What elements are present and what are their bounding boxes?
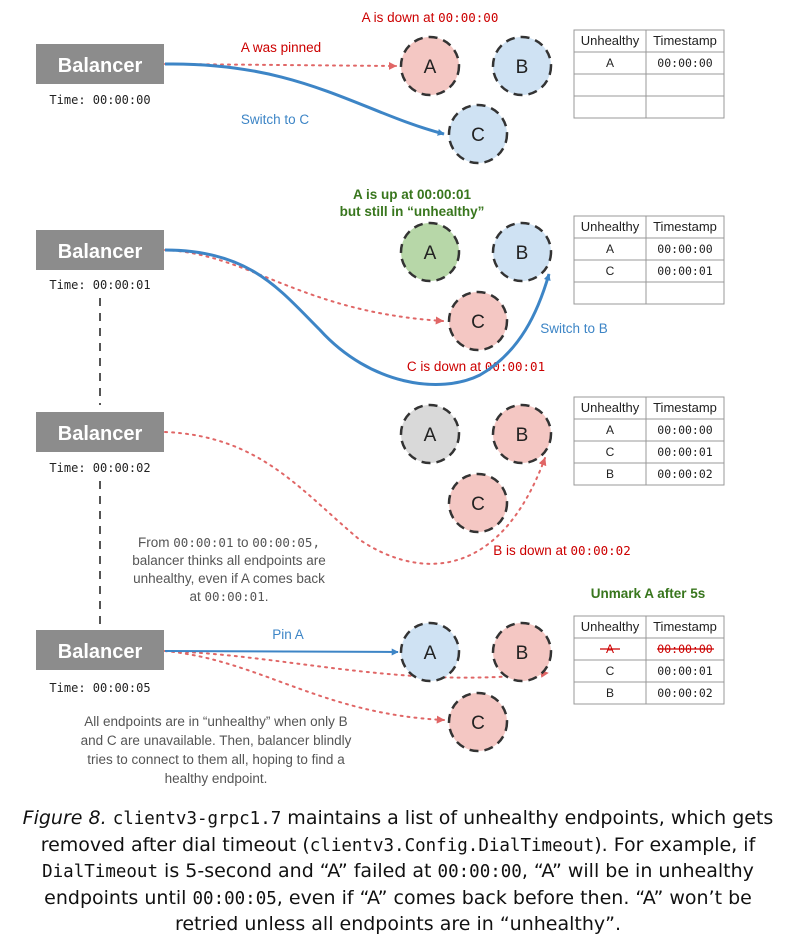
up-note-line2: but still in “unhealthy” (340, 204, 485, 219)
header-unhealthy: Unhealthy (581, 619, 640, 634)
node-c (447, 472, 509, 534)
node-c (447, 103, 509, 165)
svg-text:balancer thinks all endpoints: balancer thinks all endpoints are (132, 553, 326, 568)
node-a (399, 221, 461, 283)
retry-arrow (164, 431, 547, 565)
svg-text:unhealthy, even if A comes bac: unhealthy, even if A comes back (133, 571, 325, 586)
cell-endpoint: C (606, 445, 615, 459)
svg-text:All endpoints are in “unhealth: All endpoints are in “unhealthy” when on… (84, 714, 347, 729)
node-c-label: C (471, 494, 485, 515)
balancer-label: Balancer (58, 55, 143, 77)
time-label: Time: 00:00:00 (49, 93, 150, 107)
unhealthy-table: Unhealthy Timestamp A 00:00:00 C 00:00:0… (573, 215, 725, 305)
unmark-note: Unmark A after 5s (591, 586, 706, 601)
node-b-label: B (516, 425, 529, 446)
header-timestamp: Timestamp (653, 219, 717, 234)
svg-text:at 00:00:01.: at 00:00:01. (190, 589, 269, 604)
event-label: C is down at 00:00:01 (407, 359, 545, 374)
balancer-label: Balancer (58, 641, 143, 663)
panel-1: Balancer Time: 00:00:00 A is down at 00:… (36, 10, 725, 165)
switch-arrow (164, 62, 445, 136)
cell-timestamp: 00:00:00 (657, 242, 712, 256)
panel-4: Balancer Time: 00:00:05 Unmark A after 5… (36, 586, 725, 786)
node-a (399, 35, 461, 97)
switch-label: Switch to C (241, 112, 310, 127)
cell-timestamp: 00:00:00 (657, 56, 712, 70)
node-c (447, 290, 509, 352)
node-b (491, 621, 553, 683)
node-c (447, 691, 509, 753)
node-a-label: A (424, 243, 437, 264)
pinned-label: A was pinned (241, 40, 321, 55)
node-c-label: C (471, 312, 485, 333)
svg-text:From 00:00:01 to 00:00:05,: From 00:00:01 to 00:00:05, (138, 535, 320, 550)
cell-timestamp: 00:00:01 (657, 445, 712, 459)
node-c-label: C (471, 713, 485, 734)
retry-arrow (164, 249, 444, 325)
cell-endpoint: C (606, 664, 615, 678)
cell-endpoint: C (606, 264, 615, 278)
node-a-label: A (424, 57, 437, 78)
node-a (399, 403, 461, 465)
header-timestamp: Timestamp (653, 400, 717, 415)
panel-2: Balancer Time: 00:00:01 A is up at 00:00… (36, 187, 725, 386)
node-b (491, 221, 553, 283)
node-b (491, 35, 553, 97)
figure-number: Figure 8. (22, 807, 107, 829)
header-unhealthy: Unhealthy (581, 33, 640, 48)
pin-arrow (164, 648, 399, 656)
balancer-label: Balancer (58, 241, 143, 263)
panel-3: Balancer Time: 00:00:02 A B C B is down … (36, 396, 725, 604)
event-label: A is down at 00:00:00 (362, 10, 499, 25)
cell-timestamp: 00:00:01 (657, 264, 712, 278)
balancer-box (36, 412, 164, 452)
retry-arrow-c (164, 650, 445, 724)
all-unhealthy-note: All endpoints are in “unhealthy” when on… (81, 714, 352, 786)
cell-timestamp: 00:00:01 (657, 664, 712, 678)
node-b (491, 403, 553, 465)
header-timestamp: Timestamp (653, 619, 717, 634)
cell-timestamp: 00:00:00 (657, 423, 712, 437)
balancer-box (36, 230, 164, 270)
balancer-box (36, 44, 164, 84)
svg-text:tries to connect to them all,: tries to connect to them all, hoping to … (87, 752, 345, 767)
period-note: From 00:00:01 to 00:00:05, balancer thin… (132, 535, 326, 604)
node-b-label: B (516, 57, 529, 78)
switch-label: Switch to B (540, 321, 608, 336)
cell-timestamp: 00:00:02 (657, 686, 712, 700)
cell-timestamp: 00:00:02 (657, 467, 712, 481)
node-b-label: B (516, 243, 529, 264)
cell-endpoint: B (606, 686, 614, 700)
cell-endpoint: A (606, 242, 614, 256)
switch-arrow (164, 248, 551, 386)
node-c-label: C (471, 125, 485, 146)
up-note-line1: A is up at 00:00:01 (353, 187, 472, 202)
unhealthy-table: Unhealthy Timestamp A 00:00:00 C 00:00:0… (573, 396, 725, 486)
event-label: B is down at 00:00:02 (493, 543, 631, 558)
header-unhealthy: Unhealthy (581, 219, 640, 234)
cell-endpoint: B (606, 467, 614, 481)
unhealthy-table: Unhealthy Timestamp A 00:00:00 (573, 29, 725, 119)
header-unhealthy: Unhealthy (581, 400, 640, 415)
pin-label: Pin A (272, 627, 304, 642)
time-label: Time: 00:00:05 (49, 681, 150, 695)
svg-text:and C are unavailable. Then, b: and C are unavailable. Then, balancer bl… (81, 733, 352, 748)
retry-arrow-b (164, 650, 549, 679)
balancer-label: Balancer (58, 423, 143, 445)
node-a (399, 621, 461, 683)
node-a-label: A (424, 643, 437, 664)
cell-endpoint: A (606, 423, 614, 437)
node-b-label: B (516, 643, 529, 664)
time-label: Time: 00:00:01 (49, 278, 150, 292)
header-timestamp: Timestamp (653, 33, 717, 48)
unhealthy-table: Unhealthy Timestamp A 00:00:00 C 00:00:0… (573, 615, 725, 705)
balancer-box (36, 630, 164, 670)
figure-caption: Figure 8. clientv3-grpc1.7 maintains a l… (22, 807, 774, 935)
svg-text:healthy endpoint.: healthy endpoint. (165, 771, 268, 786)
node-a-label: A (424, 425, 437, 446)
time-label: Time: 00:00:02 (49, 461, 150, 475)
cell-endpoint: A (606, 56, 614, 70)
